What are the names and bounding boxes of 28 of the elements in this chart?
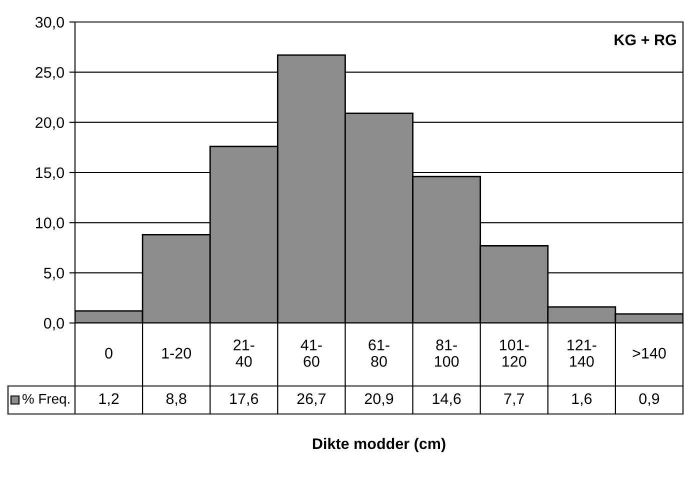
annotation: KG + RG <box>614 34 676 46</box>
y-tick-label: 10,0 <box>36 218 64 230</box>
data-label: 20,9 <box>364 393 394 406</box>
data-label: 1,2 <box>99 393 119 406</box>
data-label: 1,6 <box>572 393 592 406</box>
x-tick-label: 61- 80 <box>368 340 390 367</box>
data-label: 8,8 <box>166 393 186 406</box>
y-tick-label: 5,0 <box>44 268 64 280</box>
y-tick-label: 20,0 <box>36 117 64 130</box>
x-tick-label: 21- 40 <box>234 340 254 367</box>
data-label: 26,7 <box>297 393 326 406</box>
y-tick-label: 25,0 <box>36 67 64 80</box>
x-tick-label: 121- 140 <box>568 340 596 367</box>
x-tick-label: 1-20 <box>162 348 192 359</box>
data-label: 7,7 <box>504 393 524 406</box>
x-tick-label: 81- 100 <box>434 340 459 367</box>
y-tick-label: 0,0 <box>44 318 64 330</box>
data-label: 17,6 <box>230 393 258 406</box>
y-tick-label: 30,0 <box>35 16 64 30</box>
legend-label: % Freq. <box>22 394 70 406</box>
x-tick-label: >140 <box>632 348 666 359</box>
data-label: 0,9 <box>639 393 660 406</box>
x-tick-label: 41- 60 <box>300 340 322 367</box>
x-tick-label: 101- 120 <box>500 340 529 367</box>
x-tick-label: 0 <box>105 348 112 359</box>
y-tick-label: 15,0 <box>36 167 64 180</box>
data-label: 14,6 <box>432 393 461 406</box>
x-axis-title: Dikte modder (cm) <box>312 438 446 452</box>
